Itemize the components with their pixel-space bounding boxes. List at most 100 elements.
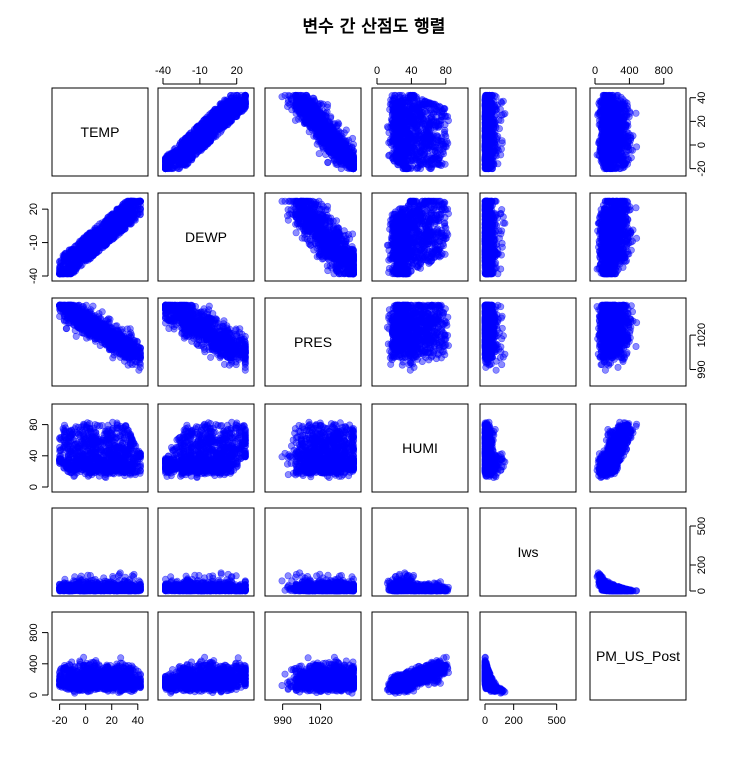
point-884	[236, 107, 242, 113]
point-879	[614, 165, 620, 171]
point-899	[436, 103, 442, 109]
point-534	[292, 117, 298, 123]
point-893	[495, 161, 501, 167]
point-857	[394, 150, 400, 156]
point-897	[483, 119, 489, 125]
point-884	[428, 107, 434, 113]
point-773	[416, 158, 422, 164]
point-895	[622, 113, 628, 119]
point-884	[622, 107, 628, 113]
point-862	[400, 134, 406, 140]
point-448	[499, 138, 505, 144]
point-886	[389, 98, 395, 104]
point-897	[418, 119, 424, 125]
point-828	[421, 149, 427, 155]
point-872	[413, 147, 419, 153]
point-807	[633, 144, 639, 150]
point-898	[182, 149, 188, 155]
point-834	[182, 141, 188, 147]
point-868	[203, 116, 209, 122]
point-882	[601, 123, 607, 129]
point-857	[173, 150, 179, 156]
point-899	[613, 103, 619, 109]
point-860	[429, 156, 435, 162]
point-884	[311, 107, 317, 113]
point-792	[502, 110, 508, 116]
point-872	[482, 147, 488, 153]
point-828	[350, 149, 356, 155]
point-863	[178, 160, 184, 166]
point-880	[321, 139, 327, 145]
point-879	[408, 165, 414, 171]
point-887	[336, 121, 342, 127]
point-894	[170, 157, 176, 163]
point-813	[421, 132, 427, 138]
point-890	[308, 113, 314, 119]
point-835	[442, 161, 448, 167]
point-882	[396, 123, 402, 129]
point-890	[413, 113, 419, 119]
point-896	[601, 135, 607, 141]
point-897	[321, 119, 327, 125]
point-865	[392, 108, 398, 114]
point-872	[339, 147, 345, 153]
point-882	[204, 123, 210, 129]
point-896	[394, 135, 400, 141]
point-894	[345, 157, 351, 163]
point-892	[405, 99, 411, 105]
point-892	[230, 99, 236, 105]
point-833	[432, 148, 438, 154]
point-895	[234, 113, 240, 119]
point-870	[318, 102, 324, 108]
point-842	[410, 156, 416, 162]
point-200	[633, 110, 639, 116]
chart-title: 변수 간 산점도 행렬	[303, 16, 446, 37]
point-894	[403, 157, 409, 163]
point-885	[207, 137, 213, 143]
point-894	[605, 157, 611, 163]
point-880	[196, 139, 202, 145]
point-895	[444, 113, 450, 119]
point-860	[184, 156, 190, 162]
point-892	[299, 99, 305, 105]
point-872	[615, 147, 621, 153]
point-844	[325, 131, 331, 137]
variable-label: TEMP	[81, 124, 120, 140]
point-889	[228, 118, 234, 124]
point-849	[195, 128, 201, 134]
point-892	[607, 99, 613, 105]
point-897	[613, 119, 619, 125]
point-834	[390, 141, 396, 147]
point-890	[611, 113, 617, 119]
point-898	[490, 149, 496, 155]
point-890	[223, 113, 229, 119]
point-849	[614, 128, 620, 134]
point-887	[213, 121, 219, 127]
point-814	[164, 153, 170, 159]
point-863	[422, 160, 428, 166]
point-898	[601, 149, 607, 155]
panel-r0-c3	[372, 88, 468, 176]
point-894	[484, 157, 490, 163]
panel-r0-c1	[158, 88, 254, 176]
point-897	[221, 119, 227, 125]
point-845	[294, 106, 300, 112]
point-896	[486, 135, 492, 141]
point-865	[213, 108, 219, 114]
point-886	[309, 98, 315, 104]
point-864	[231, 92, 237, 98]
point-885	[435, 137, 441, 143]
panel-r0-c4	[480, 88, 576, 176]
point-887	[410, 121, 416, 127]
point-807	[443, 144, 449, 150]
point-896	[338, 135, 344, 141]
panel-r1-c0	[52, 193, 148, 281]
point-896	[185, 135, 191, 141]
panel-r0-c2	[265, 88, 361, 176]
point-808	[324, 109, 330, 115]
points	[384, 92, 451, 172]
panel-r0-c5	[590, 88, 686, 176]
point-868	[392, 116, 398, 122]
